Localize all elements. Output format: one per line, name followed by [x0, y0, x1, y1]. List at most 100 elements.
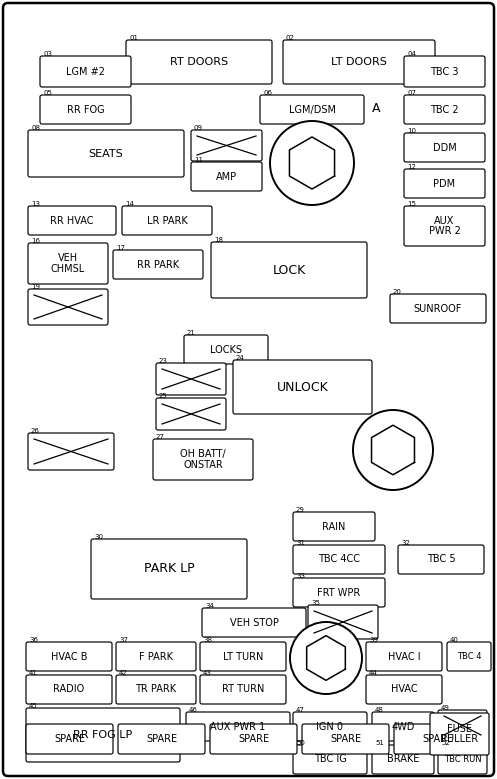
- Text: HVAC I: HVAC I: [388, 651, 420, 661]
- FancyBboxPatch shape: [153, 439, 253, 480]
- FancyBboxPatch shape: [430, 713, 489, 755]
- Text: 47: 47: [296, 707, 305, 713]
- FancyBboxPatch shape: [26, 642, 112, 671]
- Text: RR PARK: RR PARK: [137, 259, 179, 270]
- Text: F PARK: F PARK: [139, 651, 173, 661]
- Text: LGM #2: LGM #2: [66, 66, 105, 76]
- Text: VEH STOP: VEH STOP: [230, 618, 278, 628]
- Text: 30: 30: [94, 534, 103, 540]
- Text: 45: 45: [29, 703, 38, 709]
- Text: 29: 29: [296, 507, 305, 513]
- FancyBboxPatch shape: [116, 642, 196, 671]
- Text: TBC 4CC: TBC 4CC: [318, 555, 360, 565]
- FancyBboxPatch shape: [398, 545, 484, 574]
- Text: 42: 42: [119, 670, 128, 676]
- Text: 15: 15: [407, 201, 416, 207]
- Text: LT TURN: LT TURN: [223, 651, 263, 661]
- Text: 12: 12: [407, 164, 416, 170]
- Text: 51: 51: [375, 740, 384, 746]
- Text: RR HVAC: RR HVAC: [50, 216, 94, 225]
- Text: 03: 03: [43, 51, 52, 57]
- FancyBboxPatch shape: [40, 95, 131, 124]
- FancyBboxPatch shape: [28, 206, 116, 235]
- Text: 08: 08: [31, 125, 40, 131]
- Text: 14: 14: [125, 201, 134, 207]
- FancyBboxPatch shape: [113, 250, 203, 279]
- Text: 16: 16: [31, 238, 40, 244]
- FancyBboxPatch shape: [40, 56, 131, 87]
- Text: 04: 04: [407, 51, 416, 57]
- Text: PDM: PDM: [433, 178, 456, 189]
- Text: RAIN: RAIN: [323, 521, 346, 531]
- FancyBboxPatch shape: [293, 545, 385, 574]
- Text: LOCKS: LOCKS: [210, 344, 242, 354]
- FancyBboxPatch shape: [211, 242, 367, 298]
- Text: 20: 20: [393, 289, 402, 295]
- Text: 41: 41: [29, 670, 38, 676]
- Text: TR PARK: TR PARK: [136, 685, 176, 695]
- FancyBboxPatch shape: [308, 605, 378, 639]
- Text: TBC 4: TBC 4: [457, 652, 481, 661]
- FancyBboxPatch shape: [394, 724, 481, 754]
- FancyBboxPatch shape: [390, 294, 486, 323]
- Text: PARK LP: PARK LP: [144, 562, 194, 576]
- FancyBboxPatch shape: [118, 724, 205, 754]
- Text: 19: 19: [31, 284, 40, 290]
- FancyBboxPatch shape: [3, 3, 494, 776]
- FancyBboxPatch shape: [200, 675, 286, 704]
- Text: 33: 33: [296, 573, 305, 579]
- Text: 43: 43: [203, 670, 212, 676]
- FancyBboxPatch shape: [184, 335, 268, 364]
- FancyBboxPatch shape: [210, 724, 297, 754]
- FancyBboxPatch shape: [28, 243, 108, 284]
- Text: 39: 39: [369, 637, 378, 643]
- Text: 07: 07: [407, 90, 416, 96]
- Text: SPARE: SPARE: [238, 734, 269, 744]
- FancyBboxPatch shape: [293, 745, 367, 774]
- Text: 38: 38: [203, 637, 212, 643]
- Text: 40: 40: [450, 637, 459, 643]
- FancyBboxPatch shape: [26, 675, 112, 704]
- Text: 09: 09: [194, 125, 203, 131]
- Text: 24: 24: [236, 355, 245, 361]
- FancyBboxPatch shape: [372, 712, 434, 741]
- Text: RADIO: RADIO: [53, 685, 84, 695]
- Text: 10: 10: [407, 128, 416, 134]
- Text: SEATS: SEATS: [88, 149, 123, 158]
- FancyBboxPatch shape: [302, 724, 389, 754]
- FancyBboxPatch shape: [122, 206, 212, 235]
- Text: LGM/DSM: LGM/DSM: [288, 104, 335, 115]
- Text: AMP: AMP: [216, 171, 237, 182]
- FancyBboxPatch shape: [438, 745, 487, 774]
- FancyBboxPatch shape: [28, 289, 108, 325]
- FancyBboxPatch shape: [372, 745, 434, 774]
- FancyBboxPatch shape: [293, 512, 375, 541]
- FancyBboxPatch shape: [202, 608, 306, 637]
- Text: 17: 17: [116, 245, 125, 251]
- Text: 23: 23: [159, 358, 168, 364]
- FancyBboxPatch shape: [116, 675, 196, 704]
- FancyBboxPatch shape: [26, 724, 113, 754]
- Text: 35: 35: [311, 600, 320, 606]
- Text: 18: 18: [214, 237, 223, 243]
- FancyBboxPatch shape: [366, 642, 442, 671]
- FancyBboxPatch shape: [186, 712, 290, 741]
- Text: DDM: DDM: [432, 143, 456, 153]
- Text: 05: 05: [43, 90, 52, 96]
- FancyBboxPatch shape: [404, 169, 485, 198]
- Text: UNLOCK: UNLOCK: [277, 380, 329, 393]
- Text: RT DOORS: RT DOORS: [170, 57, 228, 67]
- FancyBboxPatch shape: [404, 56, 485, 87]
- FancyBboxPatch shape: [293, 712, 367, 741]
- FancyBboxPatch shape: [404, 133, 485, 162]
- FancyBboxPatch shape: [404, 95, 485, 124]
- Text: TBC 3: TBC 3: [430, 66, 459, 76]
- FancyBboxPatch shape: [438, 710, 487, 741]
- FancyBboxPatch shape: [126, 40, 272, 84]
- Text: FRT WPR: FRT WPR: [318, 587, 361, 597]
- Text: 31: 31: [296, 540, 305, 546]
- Text: 13: 13: [31, 201, 40, 207]
- Text: 44: 44: [369, 670, 378, 676]
- Text: 21: 21: [187, 330, 196, 336]
- Text: 34: 34: [205, 603, 214, 609]
